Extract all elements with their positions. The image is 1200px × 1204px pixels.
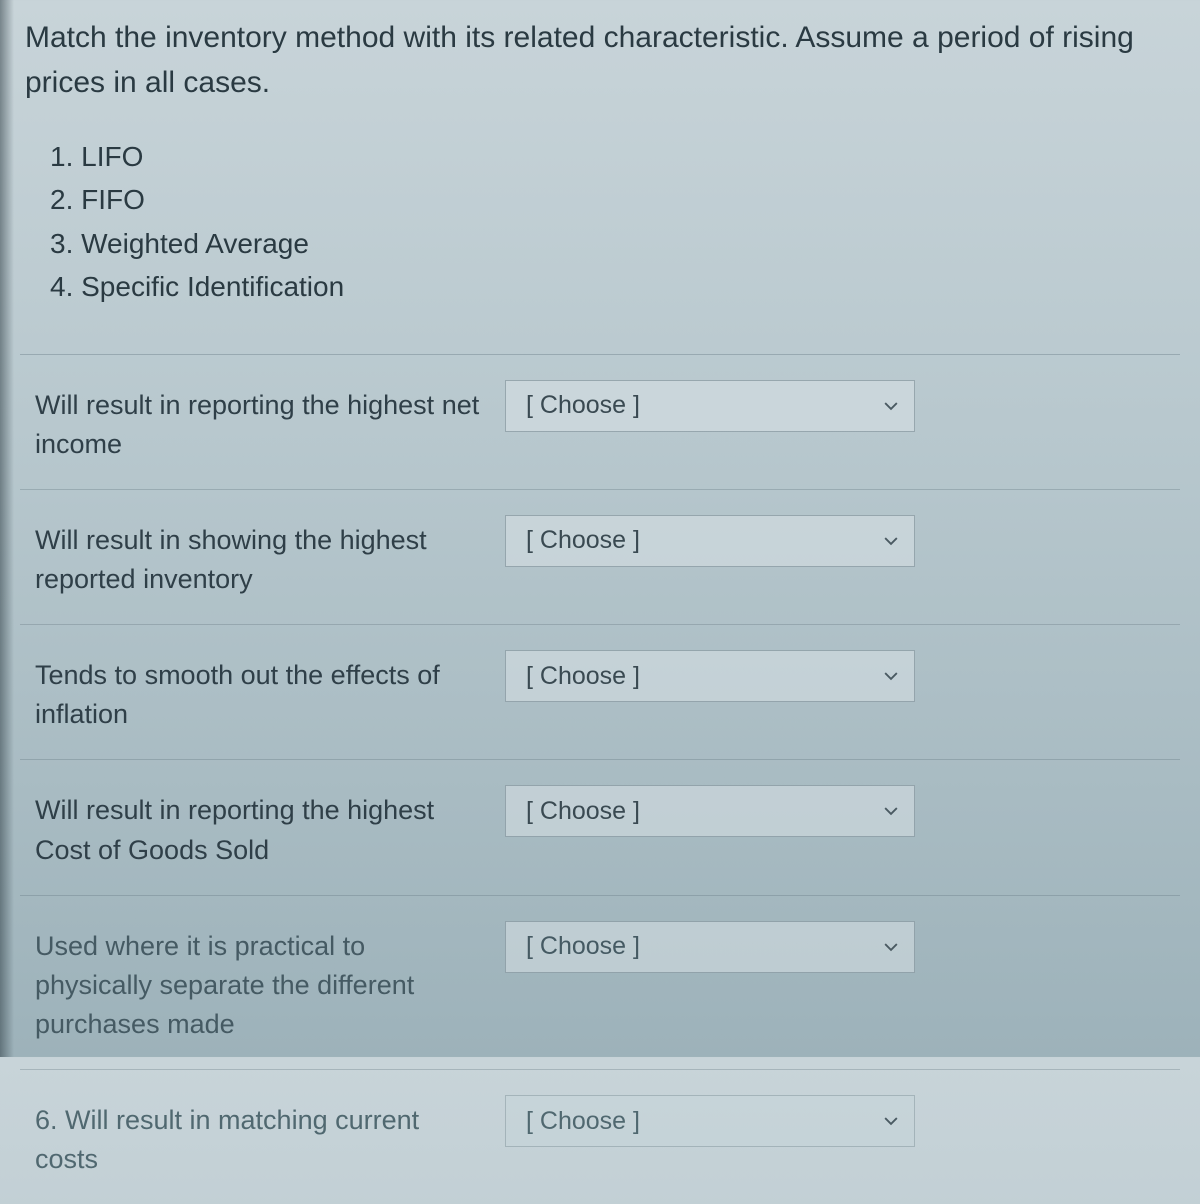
chevron-down-icon	[884, 940, 898, 954]
method-list: 1. LIFO 2. FIFO 3. Weighted Average 4. S…	[20, 135, 1180, 309]
question-prompt: Used where it is practical to physically…	[35, 921, 485, 1044]
question-row: 6. Will result in matching current costs…	[20, 1070, 1180, 1204]
method-item-4: 4. Specific Identification	[50, 265, 1180, 308]
choose-dropdown[interactable]: [ Choose ]	[505, 1095, 915, 1147]
select-column: [ Choose ]	[505, 650, 915, 702]
question-row: Tends to smooth out the effects of infla…	[20, 625, 1180, 760]
select-column: [ Choose ]	[505, 921, 915, 973]
method-item-1: 1. LIFO	[50, 135, 1180, 178]
question-prompt: Will result in reporting the highest net…	[35, 380, 485, 464]
dropdown-placeholder: [ Choose ]	[526, 1107, 640, 1136]
dropdown-placeholder: [ Choose ]	[526, 526, 640, 555]
dropdown-placeholder: [ Choose ]	[526, 797, 640, 826]
select-column: [ Choose ]	[505, 1095, 915, 1147]
instruction-text: Match the inventory method with its rela…	[20, 15, 1180, 105]
chevron-down-icon	[884, 1114, 898, 1128]
questions-section: Will result in reporting the highest net…	[20, 355, 1180, 1204]
question-prompt: 6. Will result in matching current costs	[35, 1095, 485, 1179]
question-prompt: Tends to smooth out the effects of infla…	[35, 650, 485, 734]
chevron-down-icon	[884, 804, 898, 818]
method-item-2: 2. FIFO	[50, 178, 1180, 221]
question-row: Will result in showing the highest repor…	[20, 490, 1180, 625]
dropdown-placeholder: [ Choose ]	[526, 932, 640, 961]
choose-dropdown[interactable]: [ Choose ]	[505, 650, 915, 702]
chevron-down-icon	[884, 669, 898, 683]
question-row: Used where it is practical to physically…	[20, 896, 1180, 1070]
chevron-down-icon	[884, 534, 898, 548]
question-row: Will result in reporting the highest net…	[20, 355, 1180, 490]
select-column: [ Choose ]	[505, 515, 915, 567]
dropdown-placeholder: [ Choose ]	[526, 662, 640, 691]
dropdown-placeholder: [ Choose ]	[526, 391, 640, 420]
chevron-down-icon	[884, 399, 898, 413]
choose-dropdown[interactable]: [ Choose ]	[505, 785, 915, 837]
choose-dropdown[interactable]: [ Choose ]	[505, 380, 915, 432]
method-item-3: 3. Weighted Average	[50, 222, 1180, 265]
question-prompt: Will result in reporting the highest Cos…	[35, 785, 485, 869]
question-row: Will result in reporting the highest Cos…	[20, 760, 1180, 895]
question-prompt: Will result in showing the highest repor…	[35, 515, 485, 599]
select-column: [ Choose ]	[505, 380, 915, 432]
select-column: [ Choose ]	[505, 785, 915, 837]
choose-dropdown[interactable]: [ Choose ]	[505, 921, 915, 973]
choose-dropdown[interactable]: [ Choose ]	[505, 515, 915, 567]
quiz-container: Match the inventory method with its rela…	[20, 15, 1180, 1057]
